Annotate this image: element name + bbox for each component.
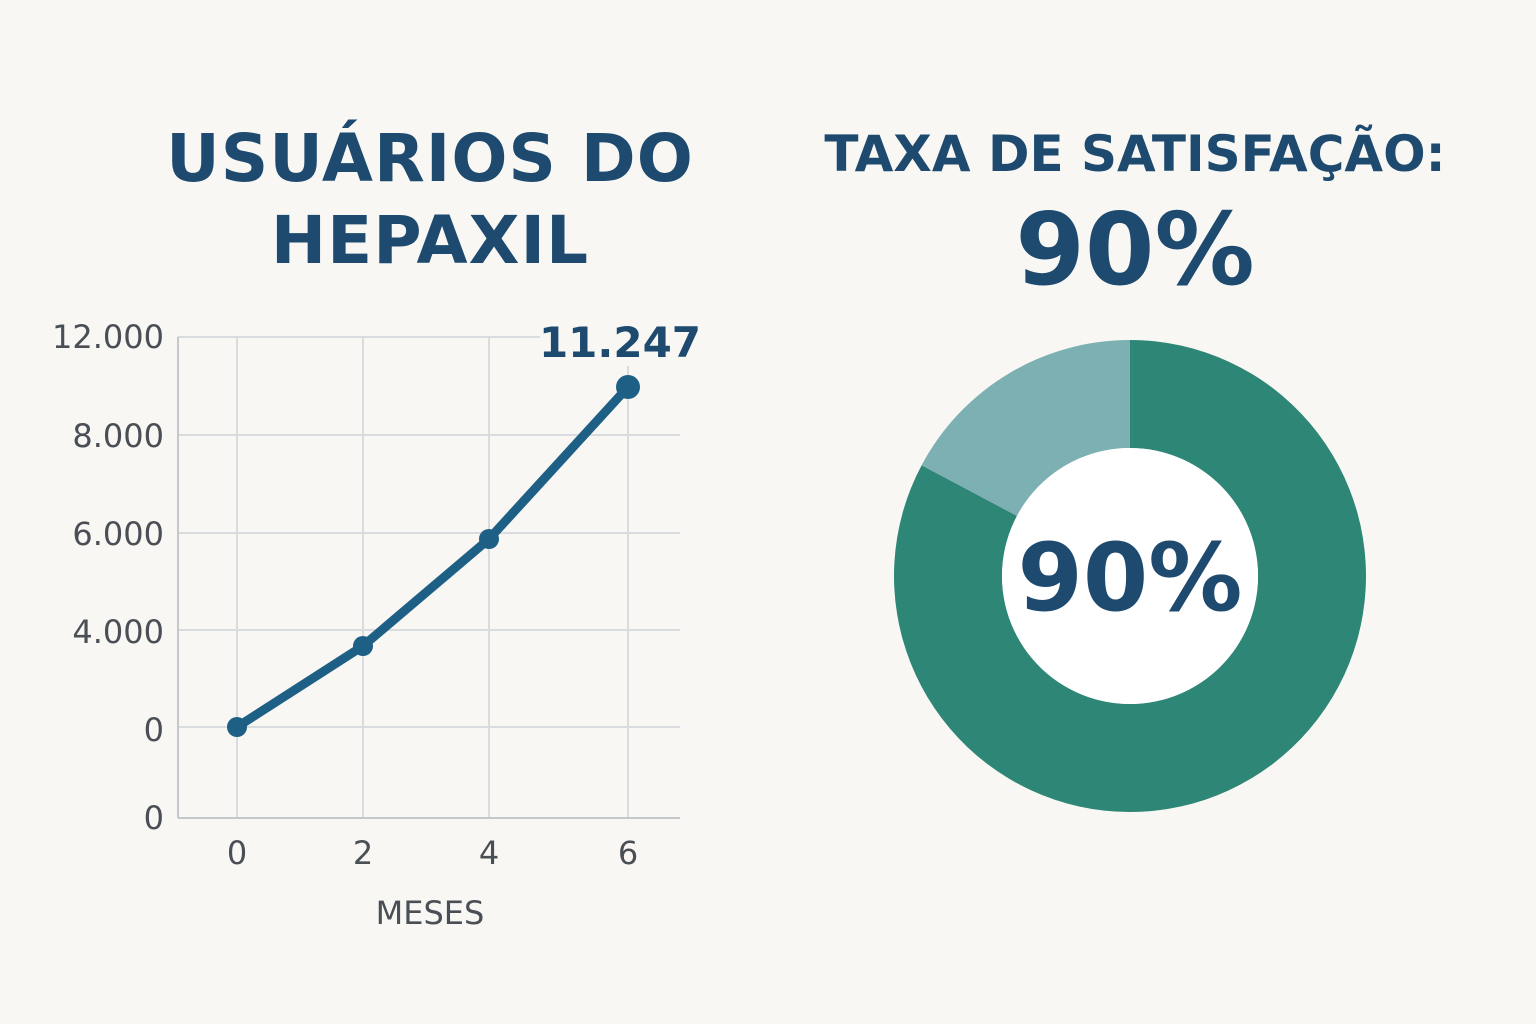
- data-label-last-point: 11.247: [539, 318, 701, 367]
- y-tick-label: 8.000: [72, 417, 164, 455]
- x-tick-label: 4: [479, 834, 499, 872]
- line-chart-title: USUÁRIOS DO HEPAXIL: [166, 120, 694, 279]
- x-tick-label: 2: [353, 834, 373, 872]
- donut-chart-title: TAXA DE SATISFAÇÃO:: [824, 125, 1446, 183]
- donut-hole: [1002, 448, 1258, 704]
- donut-slice-remaining: [921, 340, 1130, 516]
- y-tick-label: 12.000: [52, 318, 164, 356]
- y-tick-label: 0: [144, 711, 164, 749]
- x-axis-label: MESES: [376, 894, 485, 932]
- data-point: [616, 375, 640, 399]
- donut-center-label: 90%: [1018, 524, 1243, 633]
- y-tick-label: 4.000: [72, 613, 164, 651]
- x-tick-label: 0: [227, 834, 247, 872]
- line-chart: 0 0 4.000 6.000 8.000 12.000 0 2 4 6 MESES 11.247: [52, 318, 701, 932]
- data-point: [353, 636, 373, 656]
- donut-slice-satisfied: [894, 340, 1367, 812]
- donut-headline-value: 90%: [1015, 191, 1255, 308]
- data-point: [479, 529, 499, 549]
- y-tick-label: 0: [144, 799, 164, 837]
- y-tick-label: 6.000: [72, 515, 164, 553]
- donut-chart: 90%: [894, 340, 1367, 812]
- x-tick-label: 6: [618, 834, 638, 872]
- series-line: [232, 382, 633, 732]
- data-point: [227, 717, 247, 737]
- callout-background: [540, 318, 690, 366]
